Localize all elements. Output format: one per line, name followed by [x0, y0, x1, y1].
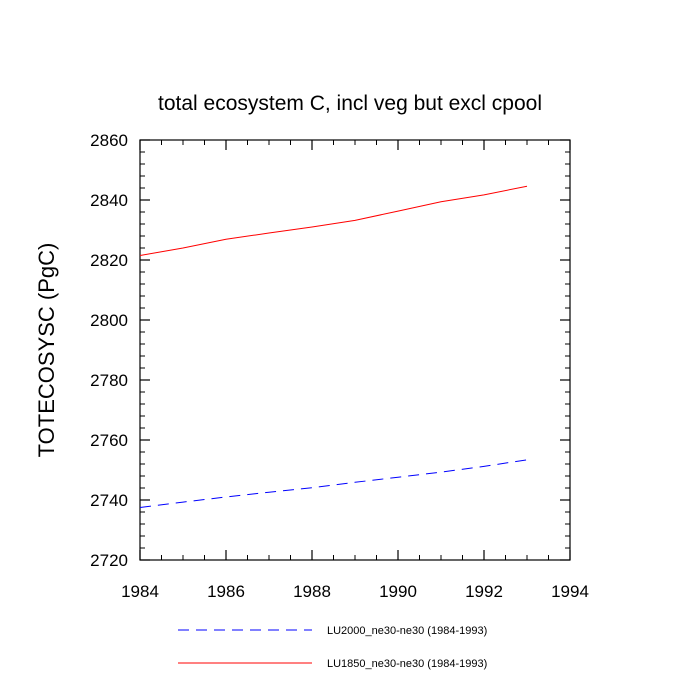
plot-frame	[139, 139, 571, 561]
y-tick-label: 2820	[90, 251, 128, 270]
legend-label: LU1850_ne30-ne30 (1984-1993)	[327, 658, 487, 670]
legend-label: LU2000_ne30-ne30 (1984-1993)	[327, 625, 487, 637]
x-tick-label: 1988	[293, 582, 331, 601]
x-tick-label: 1986	[207, 582, 245, 601]
x-tick-label: 1994	[551, 582, 589, 601]
y-tick-label: 2860	[90, 131, 128, 150]
series-line	[139, 185, 528, 256]
series-line	[139, 459, 528, 508]
y-tick-label: 2740	[90, 491, 128, 510]
x-tick-label: 1992	[465, 582, 503, 601]
x-tick-label: 1984	[121, 582, 159, 601]
y-tick-label: 2760	[90, 431, 128, 450]
y-tick-label: 2800	[90, 311, 128, 330]
chart-title: total ecosystem C, incl veg but excl cpo…	[158, 92, 542, 115]
x-tick-label: 1990	[379, 582, 417, 601]
y-tick-label: 2720	[90, 551, 128, 570]
y-tick-label: 2840	[90, 191, 128, 210]
y-tick-label: 2780	[90, 371, 128, 390]
y-axis-label: TOTECOSYSC (PgC)	[34, 243, 59, 458]
